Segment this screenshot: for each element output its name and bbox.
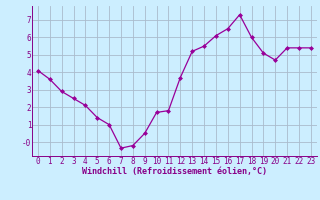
X-axis label: Windchill (Refroidissement éolien,°C): Windchill (Refroidissement éolien,°C) — [82, 167, 267, 176]
